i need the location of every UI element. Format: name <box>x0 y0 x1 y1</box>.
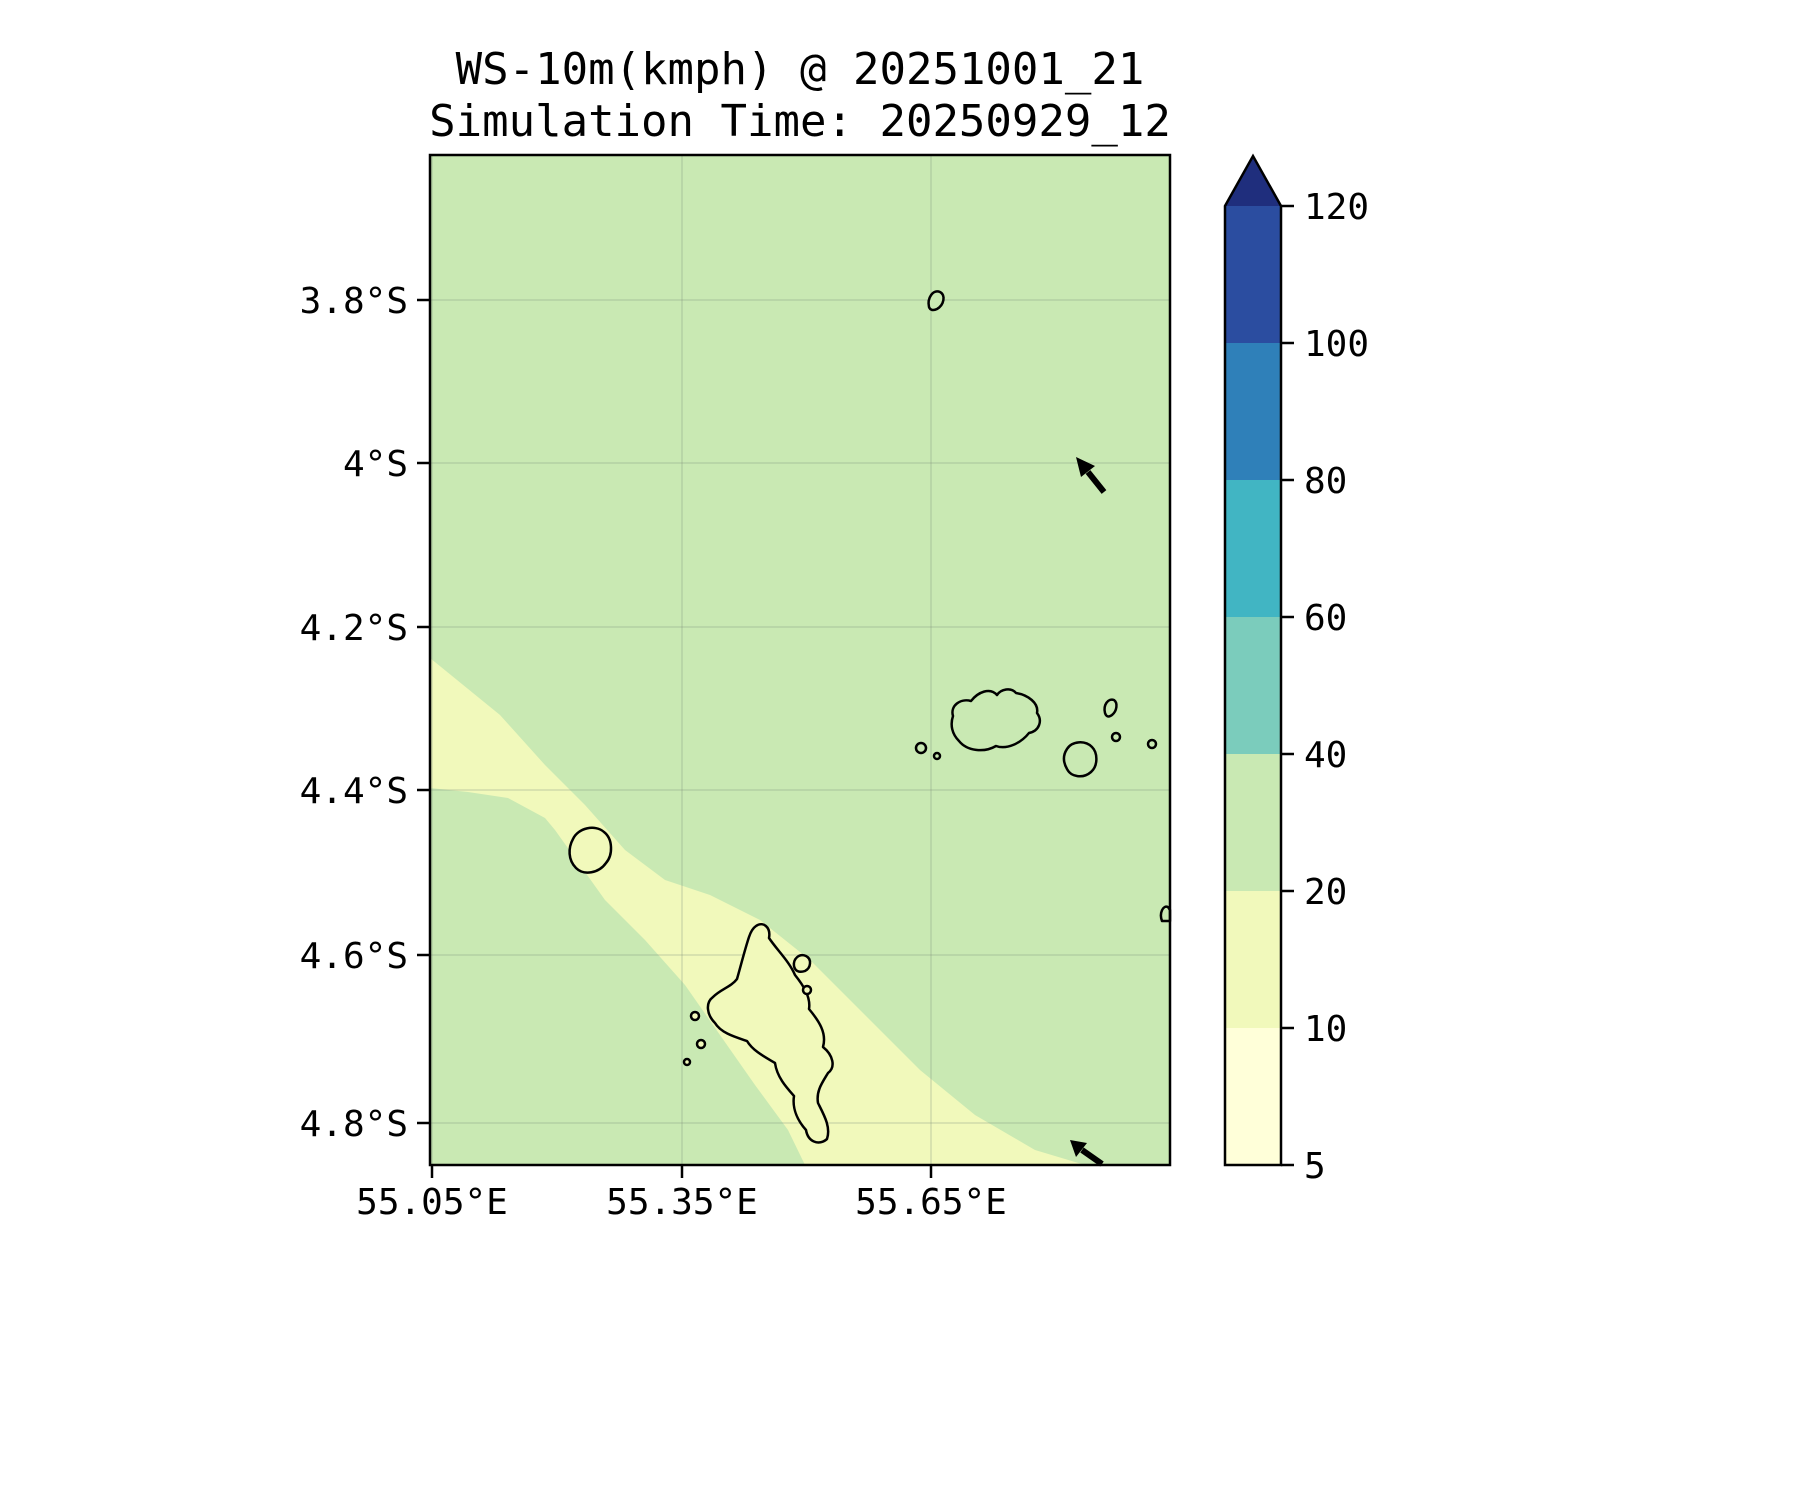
wind-arrow-head <box>1076 457 1095 477</box>
lat-axis-labels: 3.8°S 4°S 4.2°S 4.4°S 4.6°S 4.8°S <box>300 281 408 1145</box>
colorbar-segment <box>1225 206 1281 343</box>
chart-subtitle: Simulation Time: 20250929_12 <box>429 96 1171 147</box>
colorbar-segment <box>1225 343 1281 480</box>
grid <box>430 155 1170 1165</box>
coastline-islet-east-edge <box>1159 905 1172 923</box>
colorbar-tick-label: 40 <box>1304 735 1347 776</box>
colorbar-tick-label: 10 <box>1304 1009 1347 1050</box>
lat-tick-label: 3.8°S <box>300 281 408 322</box>
coastline-islet <box>801 984 813 996</box>
lat-tick-label: 4.4°S <box>300 771 408 812</box>
coastline-islet <box>682 1057 692 1067</box>
coastline-islet <box>914 741 928 755</box>
coastline-islet <box>792 954 812 974</box>
colorbar: 120 100 80 60 40 20 10 5 <box>1223 153 1369 1187</box>
coastline-islet <box>1146 738 1158 750</box>
coastline-islet <box>932 751 942 761</box>
colorbar-tick-label: 80 <box>1304 461 1347 502</box>
lat-tick-label: 4°S <box>343 444 408 485</box>
lat-tick-label: 4.8°S <box>300 1104 408 1145</box>
coastlines-green-field <box>914 290 1172 923</box>
lon-axis-labels: 55.05°E 55.35°E 55.65°E <box>356 1182 1007 1223</box>
wind-band-contour <box>430 658 1085 1165</box>
axis-ticks <box>417 298 933 1178</box>
map-border <box>428 153 1172 1167</box>
coastline-mahe <box>706 922 834 1144</box>
chart-title: WS-10m(kmph) @ 20251001_21 <box>456 44 1145 95</box>
colorbar-segment <box>1225 891 1281 1028</box>
coastline-islet <box>695 1038 707 1050</box>
colorbar-segment <box>1225 754 1281 891</box>
coastline-islet <box>689 1010 701 1022</box>
colorbar-labels: 120 100 80 60 40 20 10 5 <box>1304 187 1369 1187</box>
coastline-silhouette <box>568 826 613 874</box>
lon-tick-label: 55.05°E <box>356 1182 508 1223</box>
colorbar-segment <box>1225 617 1281 754</box>
wind-arrow-shaft <box>1080 1147 1104 1167</box>
wind-arrow <box>1070 1140 1104 1167</box>
lon-tick-label: 55.65°E <box>855 1182 1007 1223</box>
wind-arrow-head <box>1070 1140 1087 1157</box>
colorbar-extend-triangle <box>1225 156 1281 206</box>
wind-arrow <box>1076 457 1107 494</box>
coastline-small-north-island <box>927 290 945 312</box>
lon-tick-label: 55.35°E <box>606 1182 758 1223</box>
coastline-islet <box>1103 698 1118 718</box>
colorbar-tick-label: 20 <box>1304 872 1347 913</box>
lat-tick-label: 4.6°S <box>300 936 408 977</box>
colorbar-segment <box>1225 1028 1281 1165</box>
lat-tick-label: 4.2°S <box>300 608 408 649</box>
coastline-praslin <box>950 688 1041 752</box>
colorbar-tick-label: 5 <box>1304 1146 1326 1187</box>
coastline-islet <box>1110 731 1122 743</box>
colorbar-tick-label: 120 <box>1304 187 1369 228</box>
coastlines-band-field <box>568 826 834 1144</box>
colorbar-ticks <box>1281 204 1294 1167</box>
colorbar-segment <box>1225 480 1281 617</box>
colorbar-tick-label: 60 <box>1304 598 1347 639</box>
colorbar-outline <box>1223 153 1283 1167</box>
coastline-la-digue <box>1062 741 1098 778</box>
wind-arrow-shaft <box>1085 470 1107 494</box>
colorbar-tick-label: 100 <box>1304 324 1369 365</box>
